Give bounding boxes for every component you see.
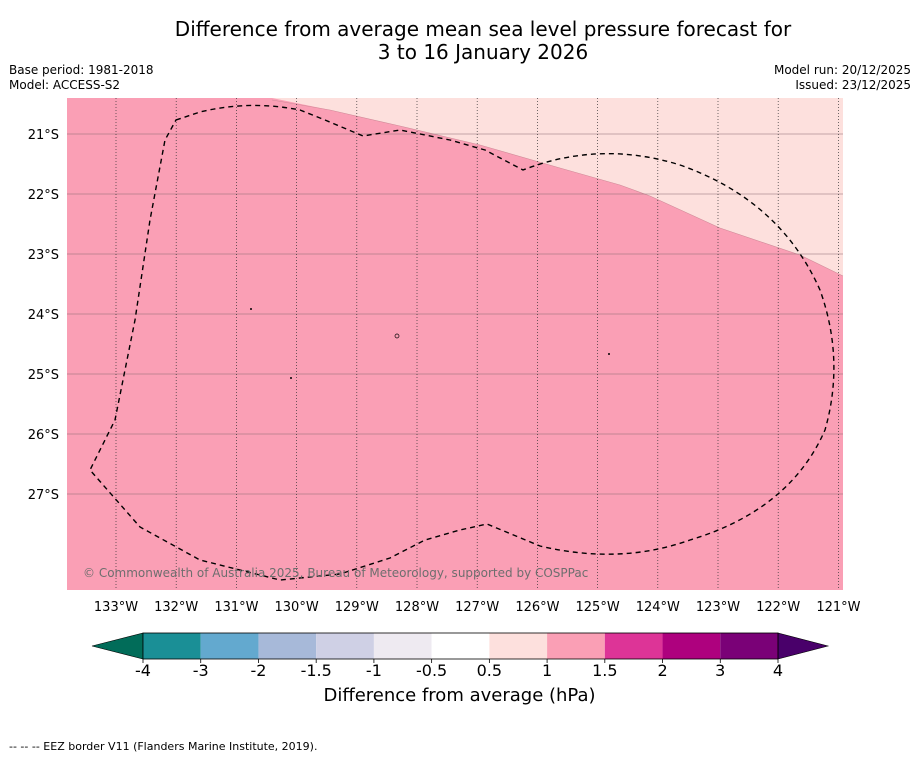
latitude-label: 25°S: [28, 368, 59, 383]
eez-border: [89, 104, 835, 581]
title-line-1: Difference from average mean sea level p…: [174, 17, 792, 41]
colorbar-high-extend: [777, 632, 830, 660]
model-name: Model: ACCESS-S2: [9, 78, 121, 92]
longitude-label: 130°W: [275, 600, 319, 615]
map-title: Difference from average mean sea level p…: [0, 18, 919, 64]
colorbar-tick-label: -4: [135, 661, 151, 680]
colorbar-tick-label: 0.5: [477, 661, 502, 680]
longitude-label: 131°W: [214, 600, 258, 615]
longitude-label: 121°W: [816, 600, 860, 615]
graticule: [67, 98, 843, 590]
longitude-label: 122°W: [756, 600, 800, 615]
colorbar-low-extend: [91, 632, 144, 660]
colorbar-tick-label: -1: [366, 661, 382, 680]
latitude-label: 26°S: [28, 428, 59, 443]
colorbar-segment: [662, 633, 721, 659]
latitude-labels: 21°S 22°S 23°S 24°S 25°S 26°S 27°S: [28, 128, 59, 503]
island-marker: [250, 308, 252, 310]
latitude-label: 21°S: [28, 128, 59, 143]
light-anomaly-region: [272, 98, 843, 276]
colorbar-outline: [142, 632, 779, 660]
colorbar-tick-label: 4: [773, 661, 783, 680]
colorbar-tick-label: 1: [542, 661, 552, 680]
colorbar-segment: [547, 633, 605, 659]
island-marker: [290, 377, 292, 379]
colorbar-segment: [316, 633, 374, 659]
base-period: Base period: 1981-2018: [9, 63, 154, 77]
colorbar-segment: [200, 633, 259, 659]
longitude-label: 125°W: [576, 600, 620, 615]
colorbar-segment: [720, 633, 778, 659]
longitude-labels: 133°W 132°W 131°W 130°W 129°W 128°W 127°W 126°W…: [94, 600, 861, 615]
issued-date: Issued: 23/12/2025: [795, 78, 911, 92]
longitude-label: 126°W: [515, 600, 559, 615]
eez-legend-note: -- -- -- EEZ border V11 (Flanders Marine…: [9, 740, 318, 753]
latitude-label: 23°S: [28, 248, 59, 263]
latitude-label: 24°S: [28, 308, 59, 323]
island-marker: [394, 333, 400, 339]
copyright-text: © Commonwealth of Australia 2025, Bureau…: [83, 566, 588, 580]
colorbar-segment: [604, 633, 663, 659]
longitude-label: 129°W: [335, 600, 379, 615]
longitude-label: 123°W: [696, 600, 740, 615]
colorbar-tick-label: -0.5: [416, 661, 447, 680]
colorbar-segment: [373, 633, 432, 659]
longitude-label: 127°W: [455, 600, 499, 615]
latitude-label: 27°S: [28, 488, 59, 503]
colorbar-segment: [258, 633, 317, 659]
colorbar-tick-label: 2: [657, 661, 667, 680]
colorbar-segment: [143, 633, 201, 659]
meta-right: Model run: 20/12/2025 Issued: 23/12/2025: [774, 63, 911, 93]
model-run: Model run: 20/12/2025: [773, 63, 911, 77]
colorbar-tick-label: 1.5: [592, 661, 617, 680]
longitude-label: 124°W: [636, 600, 680, 615]
meta-left: Base period: 1981-2018 Model: ACCESS-S2: [9, 63, 154, 93]
island-marker: [608, 353, 610, 355]
colorbar: -4 -3 -2 -1.5 -1 -0.5 0.5 1 1.5 2 3 4: [91, 632, 830, 680]
longitude-label: 128°W: [395, 600, 439, 615]
colorbar-tick-label: -2: [250, 661, 266, 680]
colorbar-title: Difference from average (hPa): [323, 685, 596, 706]
colorbar-tick-label: 3: [715, 661, 725, 680]
colorbar-segment: [489, 633, 548, 659]
colorbar-tick-label: -3: [193, 661, 209, 680]
latitude-label: 22°S: [28, 188, 59, 203]
longitude-label: 132°W: [154, 600, 198, 615]
longitude-label: 133°W: [94, 600, 138, 615]
contour-boundary: [271, 99, 844, 277]
title-line-2: 3 to 16 January 2026: [377, 40, 589, 64]
colorbar-tick-label: -1.5: [301, 661, 332, 680]
colorbar-segment: [431, 633, 490, 659]
